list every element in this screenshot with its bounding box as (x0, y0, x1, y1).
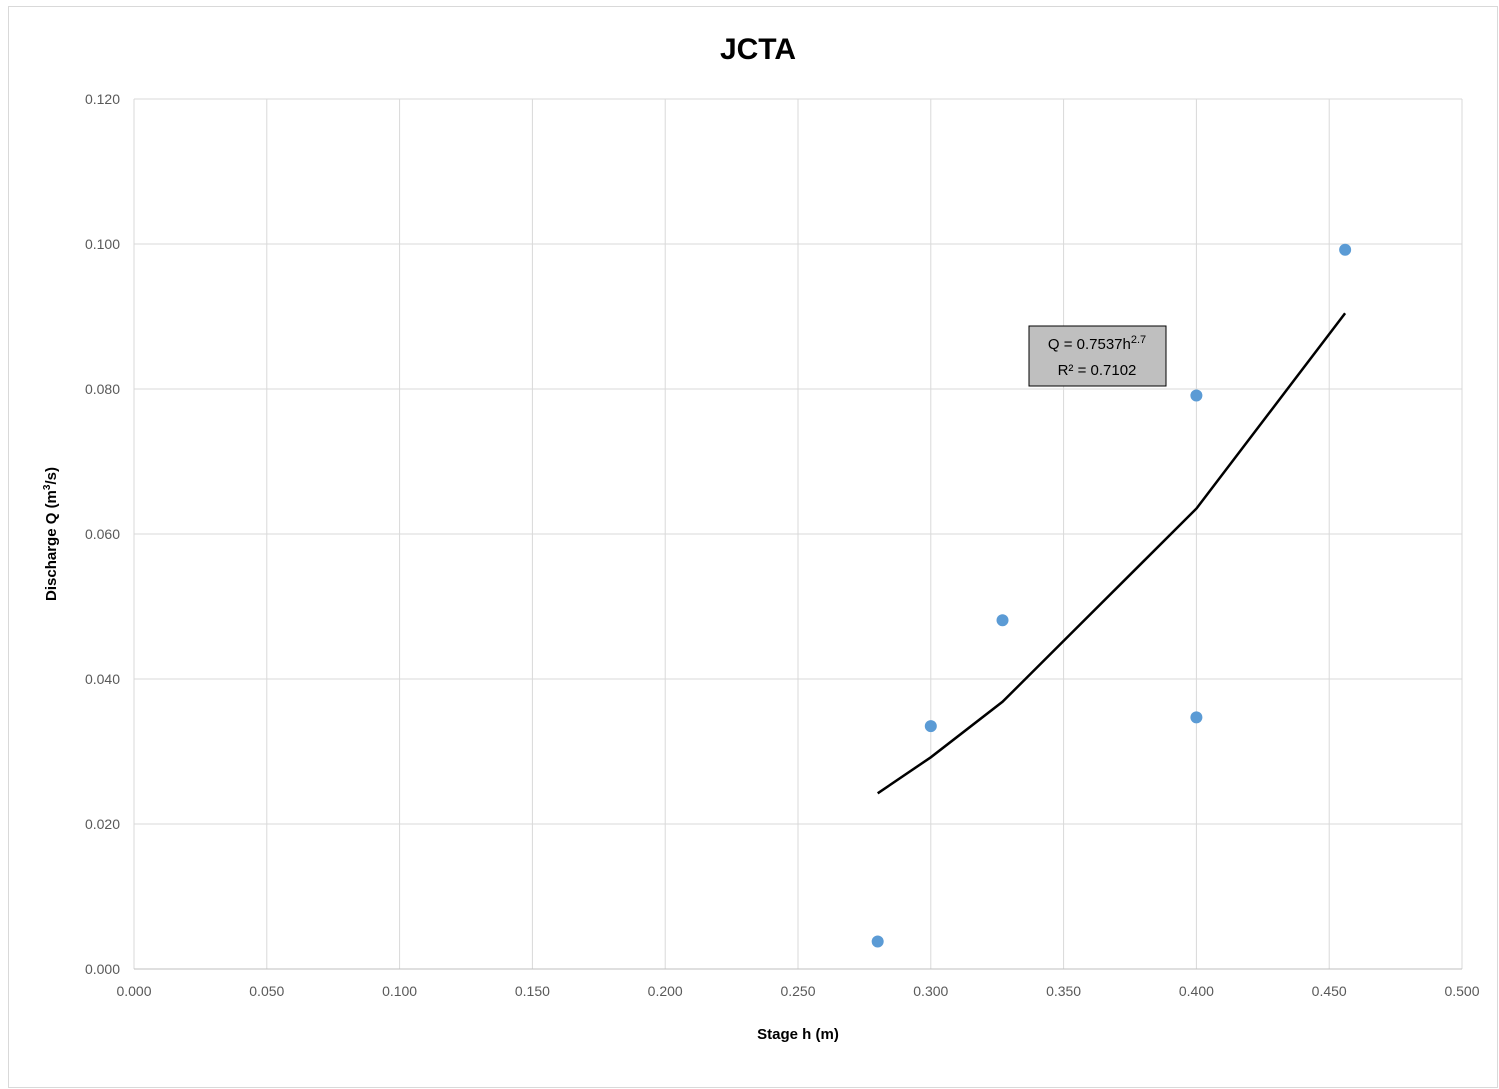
power-trendline (876, 312, 1347, 795)
trendline-equation-label: Q = 0.7537h2.7 R² = 0.7102 (1028, 325, 1167, 387)
equation-text: Q = 0.7537h2.7 (1048, 334, 1146, 353)
data-point (996, 614, 1009, 627)
x-tick-label: 0.250 (780, 983, 815, 999)
x-tick-label: 0.400 (1179, 983, 1214, 999)
x-tick-label: 0.450 (1312, 983, 1347, 999)
data-point (924, 720, 937, 733)
scatter-chart: JCTA 0.000 0.050 0.100 0.150 0.200 0.250 0.300… (42, 33, 1480, 1043)
x-tick-label: 0.050 (249, 983, 284, 999)
y-tick-label: 0.000 (85, 961, 120, 977)
gridlines (133, 98, 1463, 970)
x-tick-label: 0.500 (1444, 983, 1479, 999)
y-tick-label: 0.080 (85, 381, 120, 397)
equation-exponent: 2.7 (1131, 334, 1146, 346)
data-point (1190, 711, 1203, 724)
data-point (871, 935, 884, 948)
equation-box (1028, 325, 1167, 387)
y-axis-title-end: /s) (43, 467, 60, 485)
y-axis-title-main: Discharge Q (m (43, 490, 60, 601)
tick-labels: 0.000 0.050 0.100 0.150 0.200 0.250 0.300 0.350… (85, 91, 1480, 999)
y-tick-label: 0.020 (85, 816, 120, 832)
y-axis-title: Discharge Q (m3/s) (42, 467, 60, 601)
x-axis-title: Stage h (m) (757, 1026, 839, 1043)
x-tick-label: 0.300 (913, 983, 948, 999)
chart-title: JCTA (720, 33, 796, 66)
equation-prefix: Q = 0.7537h (1048, 336, 1131, 353)
y-tick-label: 0.040 (85, 671, 120, 687)
y-tick-label: 0.060 (85, 526, 120, 542)
x-tick-label: 0.200 (648, 983, 683, 999)
r-squared-text: R² = 0.7102 (1058, 362, 1137, 379)
x-tick-label: 0.100 (382, 983, 417, 999)
x-tick-label: 0.350 (1046, 983, 1081, 999)
y-tick-label: 0.100 (85, 236, 120, 252)
data-point (1339, 243, 1352, 256)
y-axis-title-superscript: 3 (42, 484, 53, 490)
data-points (871, 243, 1352, 948)
chart-area: JCTA 0.000 0.050 0.100 0.150 0.200 0.250 0.300… (8, 6, 1498, 1088)
x-tick-label: 0.150 (515, 983, 550, 999)
data-point (1190, 389, 1203, 402)
y-tick-label: 0.120 (85, 91, 120, 107)
x-tick-label: 0.000 (116, 983, 151, 999)
trendline (876, 312, 1347, 795)
